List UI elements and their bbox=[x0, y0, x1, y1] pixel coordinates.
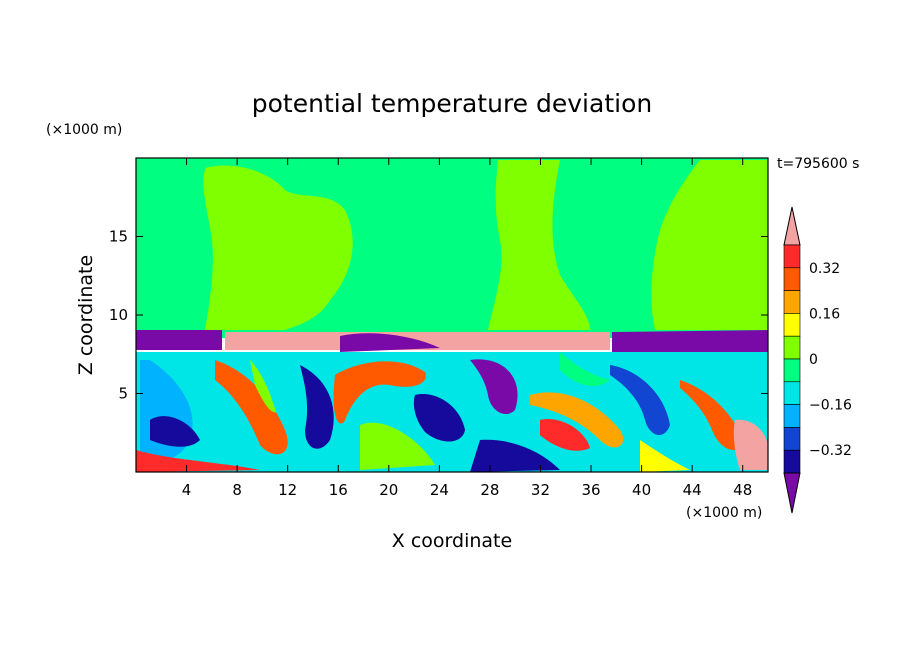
colorbar-bottom-arrow bbox=[783, 472, 801, 514]
colorbar-label: −0.16 bbox=[809, 398, 852, 414]
x-axis-label: X coordinate bbox=[392, 530, 512, 552]
x-tick-label: 32 bbox=[531, 481, 550, 499]
troposphere-eddy bbox=[610, 365, 670, 436]
troposphere-eddy bbox=[470, 439, 560, 472]
troposphere-eddy bbox=[680, 380, 745, 450]
chart-title: potential temperature deviation bbox=[252, 89, 652, 118]
troposphere-eddy bbox=[136, 450, 260, 472]
contour-field bbox=[136, 158, 768, 472]
troposphere-eddy bbox=[540, 419, 590, 451]
troposphere-eddy bbox=[300, 365, 334, 449]
colorbar: 0.32 0.16 0 −0.16 −0.32 bbox=[783, 206, 852, 514]
x-tick-label: 8 bbox=[232, 481, 242, 499]
colorbar-swatch bbox=[783, 358, 801, 383]
troposphere-eddy bbox=[733, 419, 768, 470]
tropopause-cold-band bbox=[340, 333, 440, 352]
x-tick-label: 16 bbox=[329, 481, 348, 499]
time-label: t=795600 s bbox=[777, 156, 859, 172]
y-axis-label: Z coordinate bbox=[75, 255, 97, 375]
colorbar-swatch bbox=[783, 427, 801, 451]
z-unit-label: (×1000 m) bbox=[46, 122, 122, 138]
stratosphere-blob bbox=[203, 165, 353, 330]
stratosphere-blob bbox=[651, 160, 768, 330]
tropopause-cold-band bbox=[612, 330, 768, 352]
colorbar-label: 0 bbox=[809, 352, 818, 368]
x-tick-label: 28 bbox=[480, 481, 499, 499]
x-tick-label: 12 bbox=[278, 481, 297, 499]
troposphere-eddy bbox=[215, 360, 288, 455]
y-tick-label: 15 bbox=[109, 228, 128, 246]
troposphere-eddy bbox=[470, 359, 518, 415]
troposphere-eddy bbox=[413, 394, 465, 442]
stratosphere-blob bbox=[488, 160, 590, 330]
colorbar-label: 0.32 bbox=[809, 261, 840, 277]
colorbar-swatch bbox=[783, 381, 801, 405]
troposphere-eddy bbox=[333, 361, 426, 424]
troposphere-eddy bbox=[530, 392, 624, 448]
colorbar-swatch bbox=[783, 267, 801, 291]
troposphere-eddy bbox=[250, 360, 276, 413]
colorbar-swatch bbox=[783, 449, 801, 474]
colorbar-swatch bbox=[783, 290, 801, 314]
colorbar-label: 0.16 bbox=[809, 306, 840, 322]
x-tick-label: 20 bbox=[379, 481, 398, 499]
x-unit-label: (×1000 m) bbox=[686, 505, 762, 521]
x-tick-label: 40 bbox=[632, 481, 651, 499]
colorbar-swatch bbox=[783, 244, 801, 269]
colorbar-label: −0.32 bbox=[809, 443, 852, 459]
x-tick-label: 36 bbox=[581, 481, 600, 499]
tropopause-cold-band bbox=[136, 330, 222, 350]
colorbar-swatch bbox=[783, 313, 801, 337]
x-tick-label: 48 bbox=[733, 481, 752, 499]
x-tick-label: 24 bbox=[430, 481, 449, 499]
troposphere-eddy bbox=[360, 422, 435, 470]
troposphere-eddy bbox=[560, 352, 610, 387]
troposphere-eddy bbox=[150, 416, 200, 447]
x-axis: 4 8 12 16 20 24 28 32 36 40 44 48 bbox=[182, 158, 752, 499]
y-tick-label: 10 bbox=[109, 306, 128, 324]
x-tick-label: 44 bbox=[683, 481, 702, 499]
colorbar-swatch bbox=[783, 404, 801, 428]
troposphere-eddy bbox=[640, 440, 690, 472]
colorbar-top-arrow bbox=[783, 206, 801, 246]
y-tick-label: 5 bbox=[118, 385, 128, 403]
colorbar-swatch bbox=[783, 335, 801, 360]
y-axis: 5 10 15 bbox=[109, 228, 768, 403]
x-tick-label: 4 bbox=[182, 481, 192, 499]
